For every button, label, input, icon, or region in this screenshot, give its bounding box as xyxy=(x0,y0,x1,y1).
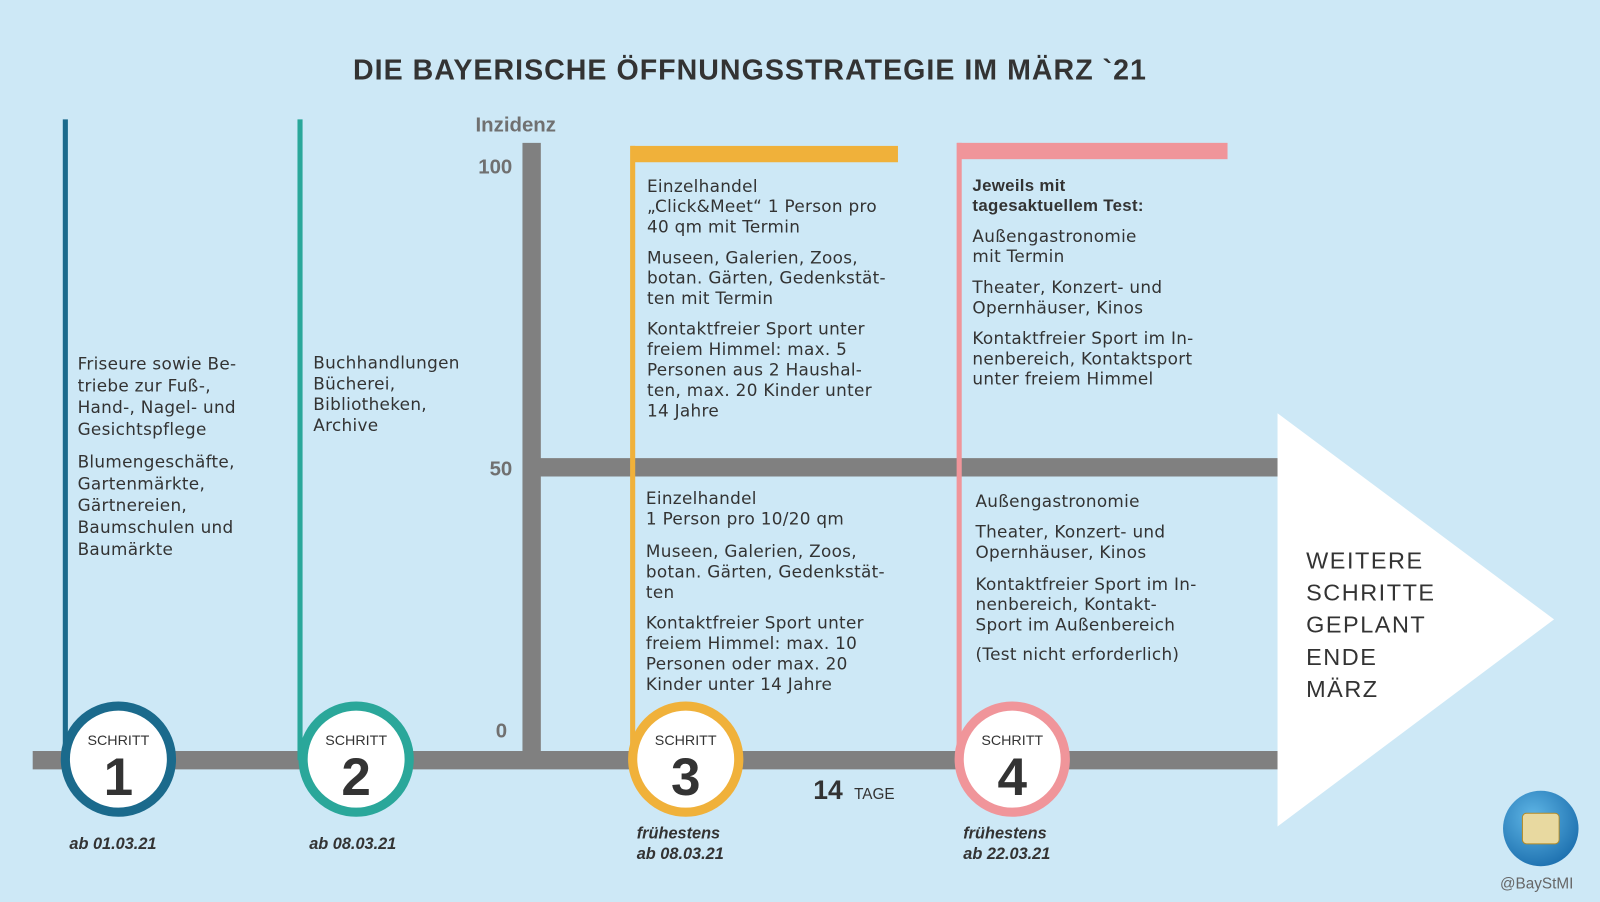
step-item-line: Einzelhandel xyxy=(646,488,757,508)
step-item-line: Gesichtspflege xyxy=(78,419,207,439)
step-number: 2 xyxy=(341,748,371,807)
step-label: SCHRITT xyxy=(87,733,149,749)
step-item-line: Bücherei, xyxy=(313,373,395,393)
outlook-line: ENDE xyxy=(1306,644,1377,670)
step-number: 3 xyxy=(671,748,701,807)
step-item-line: Gärtnereien, xyxy=(78,495,188,515)
step-item-line: (Test nicht erforderlich) xyxy=(976,644,1180,664)
step-item-line: „Click&Meet“ 1 Person pro xyxy=(647,196,877,216)
step-item-line: Buchhandlungen xyxy=(313,352,459,372)
step-item-line: Baumschulen und xyxy=(78,517,234,537)
step-date: ab 08.03.21 xyxy=(637,845,724,863)
step-item-line: Archive xyxy=(313,415,378,435)
step-item-line: Museen, Galerien, Zoos, xyxy=(646,541,857,561)
step-date: ab 08.03.21 xyxy=(309,835,396,853)
step-item-line: Opernhäuser, Kinos xyxy=(972,297,1143,317)
step-item-line: nenbereich, Kontaktsport xyxy=(972,348,1192,368)
step-item-line: Personen aus 2 Haushal- xyxy=(647,359,862,379)
outlook-line: SCHRITTE xyxy=(1306,579,1436,605)
step-item-line: Friseure sowie Be- xyxy=(78,353,237,373)
step-item-line: Personen oder max. 20 xyxy=(646,653,848,673)
step-date: frühestens xyxy=(963,825,1046,843)
step-item-line: Kontaktfreier Sport unter xyxy=(646,613,864,633)
step-date: ab 22.03.21 xyxy=(963,845,1050,863)
step-circle xyxy=(298,701,414,817)
step-item-line: botan. Gärten, Gedenkstät- xyxy=(646,562,885,582)
step-item-line: 1 Person pro 10/20 qm xyxy=(646,508,844,528)
step-date: frühestens xyxy=(637,825,720,843)
step-item-line: ten mit Termin xyxy=(647,288,773,308)
step-item-line: Außengastronomie xyxy=(976,491,1140,511)
step-circle xyxy=(628,701,744,817)
step-item-line: 14 Jahre xyxy=(647,400,719,420)
step-bar xyxy=(630,145,898,163)
step-item-line: Sport im Außenbereich xyxy=(976,615,1176,635)
step-item-line: Kontaktfreier Sport im In- xyxy=(976,574,1197,594)
step-circle xyxy=(60,701,177,817)
step-item-line: Theater, Konzert- und xyxy=(971,277,1162,297)
step-item-line: Kinder unter 14 Jahre xyxy=(646,674,832,694)
step-item-line: Kontaktfreier Sport unter xyxy=(647,319,865,339)
step-item-line: mit Termin xyxy=(972,246,1064,266)
step-number: 1 xyxy=(104,748,134,807)
step-item-line: Opernhäuser, Kinos xyxy=(976,542,1147,562)
step-heading: Jeweils mit xyxy=(972,176,1065,195)
outlook-line: WEITERE xyxy=(1306,547,1424,573)
step-label: SCHRITT xyxy=(325,733,387,749)
step-label: SCHRITT xyxy=(981,733,1043,749)
step-item-line: ten, max. 20 Kinder unter xyxy=(647,380,872,400)
step-item-line: unter freiem Himmel xyxy=(972,369,1153,389)
outlook-line: MÄRZ xyxy=(1306,676,1379,702)
step-item-line: ten xyxy=(646,582,675,602)
step-item-line: Kontaktfreier Sport im In- xyxy=(972,328,1193,348)
step-item-line: botan. Gärten, Gedenkstät- xyxy=(647,268,886,288)
step-date: ab 01.03.21 xyxy=(69,835,156,853)
interval-number: 14 xyxy=(813,775,843,805)
axis-tick-label: 100 xyxy=(478,156,512,178)
arrow xyxy=(1277,413,1555,827)
step-item-line: triebe zur Fuß-, xyxy=(78,375,211,395)
step-heading: tagesaktuellem Test: xyxy=(972,196,1143,215)
step-label: SCHRITT xyxy=(655,733,717,749)
step-item-line: Museen, Galerien, Zoos, xyxy=(647,247,858,267)
step-item-line: Theater, Konzert- und xyxy=(975,522,1166,542)
interval-unit: TAGE xyxy=(854,786,895,803)
step-item-line: Hand-, Nagel- und xyxy=(78,397,236,417)
axis-tick-label: 50 xyxy=(490,458,513,480)
step-item-line: nenbereich, Kontakt- xyxy=(976,594,1158,614)
step-item-line: Außengastronomie xyxy=(972,226,1136,246)
step-bar xyxy=(957,142,1228,160)
step-number: 4 xyxy=(997,748,1027,807)
step-item-line: Einzelhandel xyxy=(647,176,758,196)
step-item-line: 40 qm mit Termin xyxy=(647,217,800,237)
step-item-line: Gartenmärkte, xyxy=(78,473,206,493)
axis-label: Inzidenz xyxy=(476,115,556,137)
logo-crest xyxy=(1521,812,1560,845)
step-item-line: freiem Himmel: max. 10 xyxy=(646,633,857,653)
step-item-line: Bibliotheken, xyxy=(313,394,427,414)
title: DIE BAYERISCHE ÖFFNUNGSSTRATEGIE IM MÄRZ… xyxy=(353,54,1147,87)
credit: @BayStMI xyxy=(1500,876,1573,893)
outlook-line: GEPLANT xyxy=(1306,612,1426,638)
step-item-line: Baumärkte xyxy=(78,539,174,559)
axis-tick-label: 0 xyxy=(496,721,507,743)
step-item-line: freiem Himmel: max. 5 xyxy=(647,339,847,359)
step-circle xyxy=(954,701,1070,817)
step-item-line: Blumengeschäfte, xyxy=(78,451,235,471)
